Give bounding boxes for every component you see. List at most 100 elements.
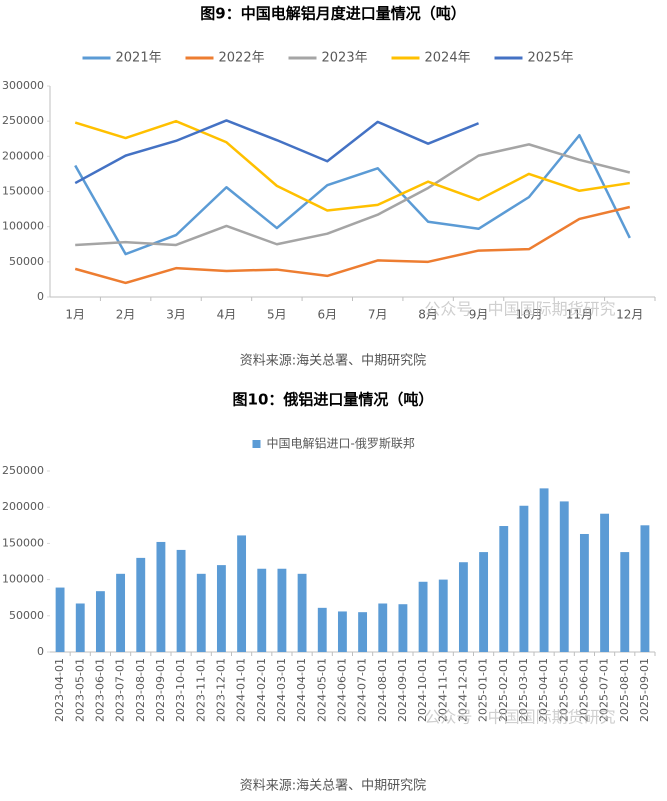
bar <box>237 535 247 652</box>
x-tick-label: 1月 <box>65 308 85 322</box>
x-tick-label: 10月 <box>515 308 542 322</box>
x-tick-label: 2024-07-01 <box>356 658 369 722</box>
bar <box>620 552 630 652</box>
x-tick-label: 2025-09-01 <box>638 658 651 722</box>
bar <box>479 552 489 652</box>
x-tick-label: 2024-10-01 <box>416 658 429 722</box>
x-tick-label: 6月 <box>317 308 337 322</box>
legend-label: 2025年 <box>528 51 574 66</box>
bar <box>55 587 65 652</box>
x-tick-label: 2025-03-01 <box>517 658 530 722</box>
legend-label: 2024年 <box>425 51 471 66</box>
bar <box>398 604 408 652</box>
y-tick-label: 250000 <box>2 114 44 127</box>
x-tick-label: 2023-12-01 <box>214 658 227 722</box>
x-tick-label: 2025-06-01 <box>577 658 590 722</box>
x-tick-label: 2023-11-01 <box>194 658 207 722</box>
series-line <box>74 119 480 185</box>
y-tick-label: 200000 <box>2 500 44 513</box>
bar <box>640 525 650 652</box>
legend-label: 2023年 <box>322 51 368 66</box>
x-tick-label: 2025-08-01 <box>618 658 631 722</box>
bar <box>297 573 307 652</box>
bar <box>176 549 186 652</box>
x-tick-label: 2024-09-01 <box>396 658 409 722</box>
y-tick-label: 50000 <box>9 255 44 268</box>
bar <box>458 562 468 652</box>
y-tick-label: 100000 <box>2 573 44 586</box>
y-tick-label: 250000 <box>2 464 44 477</box>
bar <box>257 568 267 652</box>
bar <box>539 488 549 652</box>
legend-label: 中国电解铝进口-俄罗斯联邦 <box>267 436 415 451</box>
x-tick-label: 2025-04-01 <box>537 658 550 722</box>
bar <box>579 533 589 652</box>
x-tick-label: 2024-04-01 <box>295 658 308 722</box>
y-tick-label: 300000 <box>2 79 44 92</box>
x-tick-label: 2023-08-01 <box>134 658 147 722</box>
x-tick-label: 9月 <box>469 308 489 322</box>
bar <box>438 579 448 652</box>
x-tick-label: 2023-09-01 <box>154 658 167 722</box>
x-tick-label: 2024-05-01 <box>315 658 328 722</box>
x-tick-label: 5月 <box>267 308 287 322</box>
source-note: 资料来源:海关总署、中期研究院 <box>240 354 426 369</box>
series-line <box>75 143 631 247</box>
x-tick-label: 2023-07-01 <box>114 658 127 722</box>
watermark: 公众号 · 中国国际期货研究 <box>424 300 615 319</box>
chart-title: 图10：俄铝进口量情况（吨） <box>233 391 434 409</box>
legend-swatch <box>252 440 261 448</box>
y-tick-label: 0 <box>37 645 44 658</box>
legend-label: 2021年 <box>116 51 162 66</box>
x-tick-label: 2024-06-01 <box>335 658 348 722</box>
y-tick-label: 150000 <box>2 536 44 549</box>
x-tick-label: 2023-04-01 <box>53 658 66 722</box>
x-tick-label: 2024-01-01 <box>235 658 248 722</box>
y-tick-label: 100000 <box>2 220 44 233</box>
bar <box>95 591 105 652</box>
x-tick-label: 2024-02-01 <box>255 658 268 722</box>
x-tick-label: 2023-10-01 <box>174 658 187 722</box>
x-tick-label: 2023-05-01 <box>73 658 86 722</box>
watermark: 公众号 · 中国国际期货研究 <box>424 708 615 727</box>
bar <box>337 611 347 652</box>
bar <box>75 603 85 652</box>
x-tick-label: 8月 <box>418 308 438 322</box>
x-tick-label: 11月 <box>566 308 593 322</box>
bar <box>216 565 226 652</box>
y-tick-label: 0 <box>37 290 44 303</box>
bar <box>358 612 368 652</box>
chart-title: 图9：中国电解铝月度进口量情况（吨） <box>200 5 465 23</box>
bar <box>378 603 388 652</box>
x-tick-label: 2月 <box>116 308 136 322</box>
bar <box>196 573 206 652</box>
x-tick-label: 12月 <box>616 308 643 322</box>
x-tick-label: 7月 <box>368 308 388 322</box>
series-line <box>74 119 630 212</box>
bar <box>499 526 509 652</box>
x-tick-label: 2025-07-01 <box>598 658 611 722</box>
x-tick-label: 3月 <box>166 308 186 322</box>
bar <box>418 581 428 652</box>
bar <box>116 573 126 652</box>
bar <box>277 568 287 652</box>
series-line <box>74 205 631 285</box>
x-tick-label: 2025-05-01 <box>557 658 570 722</box>
y-tick-label: 150000 <box>2 185 44 198</box>
bar <box>156 541 166 652</box>
series-line <box>74 133 631 256</box>
x-tick-label: 2024-08-01 <box>376 658 389 722</box>
bar <box>559 501 569 652</box>
x-tick-label: 2023-06-01 <box>93 658 106 722</box>
y-tick-label: 50000 <box>9 609 44 622</box>
y-tick-label: 200000 <box>2 149 44 162</box>
x-tick-label: 4月 <box>217 308 237 322</box>
x-tick-label: 2024-11-01 <box>436 658 449 722</box>
x-tick-label: 2024-03-01 <box>275 658 288 722</box>
x-tick-label: 2024-12-01 <box>456 658 469 722</box>
legend-label: 2022年 <box>219 51 265 66</box>
bar <box>136 557 146 652</box>
bar <box>519 505 529 652</box>
x-tick-label: 2025-02-01 <box>497 658 510 722</box>
